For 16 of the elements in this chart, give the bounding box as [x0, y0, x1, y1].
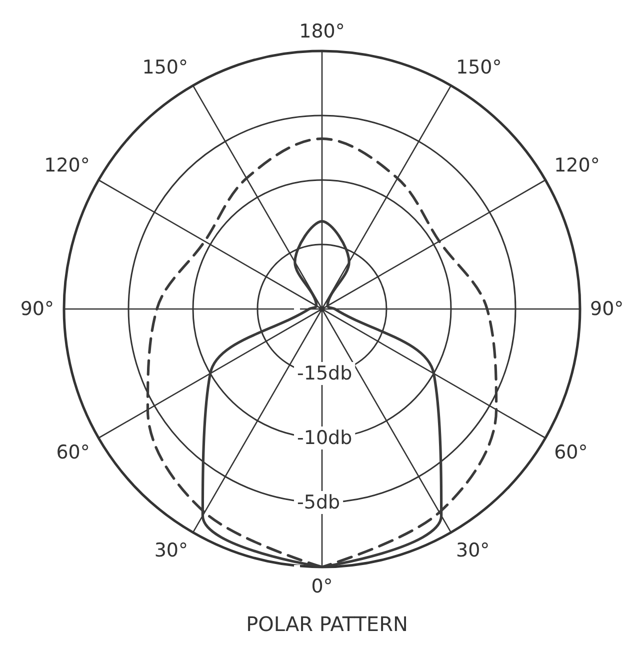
y-tick-label: -5db [297, 492, 340, 514]
spoke-label: 30° [456, 540, 490, 562]
y-tick-label: -15db [297, 362, 352, 384]
spoke-label: 30° [154, 540, 188, 562]
text: POLAR PATTERN [246, 612, 408, 636]
spoke-label: 120° [554, 154, 600, 176]
spoke-label: 90° [590, 298, 624, 320]
spoke-label: 150° [456, 56, 502, 78]
spoke-label: 150° [142, 56, 188, 78]
spoke-label: 120° [44, 154, 90, 176]
spoke-label: 60° [554, 442, 588, 464]
spoke-label: 60° [56, 442, 90, 464]
spoke-label: 0° [311, 576, 333, 598]
spoke-label: 90° [20, 298, 54, 320]
spoke-label: 180° [299, 20, 345, 42]
y-tick-label: -10db [297, 427, 352, 449]
